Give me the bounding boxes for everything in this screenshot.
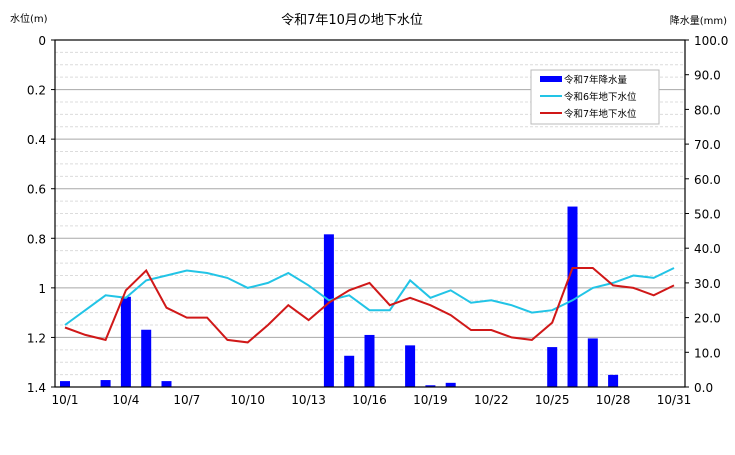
rain-bar <box>608 374 619 387</box>
left-tick-label: 0.6 <box>27 183 46 197</box>
left-tick-label: 0.8 <box>27 232 46 246</box>
legend-label-r6: 令和6年地下水位 <box>564 91 637 103</box>
rain-bar <box>445 382 456 387</box>
rain-bar <box>120 296 131 387</box>
left-tick-label: 1.4 <box>27 381 46 395</box>
rain-bar <box>425 385 436 387</box>
right-tick-label: 80.0 <box>694 103 721 117</box>
right-tick-label: 40.0 <box>694 242 721 256</box>
right-tick-label: 50.0 <box>694 208 721 222</box>
water-level-lines <box>64 267 675 344</box>
right-tick-label: 100.0 <box>694 34 728 48</box>
x-tick-label: 10/25 <box>535 393 570 407</box>
legend: 令和7年降水量 令和6年地下水位 令和7年地下水位 <box>530 69 660 125</box>
right-tick-label: 90.0 <box>694 69 721 83</box>
rain-bar <box>323 234 334 387</box>
right-tick-label: 0.0 <box>694 381 713 395</box>
left-tick-label: 1 <box>38 282 46 296</box>
left-tick-label: 1.2 <box>27 331 46 345</box>
x-tick-label: 10/1 <box>52 393 79 407</box>
water-level-line <box>64 267 675 344</box>
legend-label-rain: 令和7年降水量 <box>564 74 628 86</box>
x-tick-label: 10/4 <box>112 393 139 407</box>
rain-bar <box>587 338 598 387</box>
rain-bar <box>547 347 558 387</box>
rain-bar <box>344 355 355 387</box>
left-tick-label: 0.2 <box>27 84 46 98</box>
rain-bar <box>161 381 172 387</box>
legend-label-r7: 令和7年地下水位 <box>564 108 637 120</box>
x-tick-label: 10/13 <box>291 393 326 407</box>
chart-title: 令和7年10月の地下水位 <box>281 13 423 28</box>
left-axis-ticks: 0 0.2 0.4 0.6 0.8 1 1.2 1.4 <box>27 34 55 395</box>
rain-bar <box>405 345 416 387</box>
x-tick-label: 10/10 <box>230 393 265 407</box>
x-axis-ticks: 10/1 10/4 10/7 10/10 10/13 10/16 10/19 10/22 10/… <box>52 393 692 407</box>
rain-bar <box>60 381 70 387</box>
rain-bar <box>141 329 152 387</box>
rain-bar <box>567 206 578 387</box>
right-tick-label: 10.0 <box>694 346 721 360</box>
water-level-line <box>64 267 675 326</box>
left-axis-label: 水位(m) <box>10 12 48 25</box>
rain-bar <box>100 380 111 387</box>
right-tick-label: 70.0 <box>694 138 721 152</box>
right-tick-label: 30.0 <box>694 277 721 291</box>
left-tick-label: 0.4 <box>27 133 46 147</box>
right-tick-label: 20.0 <box>694 312 721 326</box>
right-axis-label: 降水量(mm) <box>670 14 727 27</box>
x-tick-label: 10/19 <box>413 393 448 407</box>
x-tick-label: 10/22 <box>474 393 509 407</box>
rainfall-bars <box>60 206 619 387</box>
x-tick-label: 10/28 <box>596 393 631 407</box>
x-tick-label: 10/7 <box>173 393 200 407</box>
right-axis-ticks: 0.0 10.0 20.0 30.0 40.0 50.0 60.0 70.0 80.0 90.0 1… <box>685 34 728 395</box>
x-tick-label: 10/31 <box>657 393 692 407</box>
left-tick-label: 0 <box>38 34 46 48</box>
legend-swatch-rain <box>540 76 562 82</box>
rain-bar <box>364 334 375 387</box>
right-tick-label: 60.0 <box>694 173 721 187</box>
x-tick-label: 10/16 <box>352 393 387 407</box>
